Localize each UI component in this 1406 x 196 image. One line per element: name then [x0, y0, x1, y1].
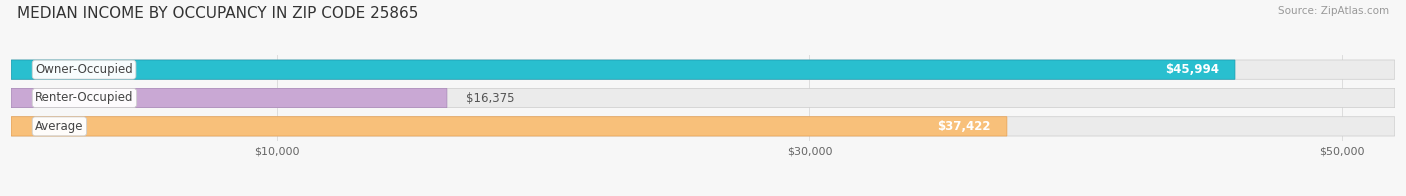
FancyBboxPatch shape — [11, 117, 1395, 136]
FancyBboxPatch shape — [11, 60, 1395, 79]
Text: $16,375: $16,375 — [465, 92, 515, 104]
FancyBboxPatch shape — [11, 60, 1234, 79]
Text: Source: ZipAtlas.com: Source: ZipAtlas.com — [1278, 6, 1389, 16]
Text: MEDIAN INCOME BY OCCUPANCY IN ZIP CODE 25865: MEDIAN INCOME BY OCCUPANCY IN ZIP CODE 2… — [17, 6, 418, 21]
Text: $37,422: $37,422 — [938, 120, 991, 133]
Text: Renter-Occupied: Renter-Occupied — [35, 92, 134, 104]
FancyBboxPatch shape — [11, 88, 1395, 108]
FancyBboxPatch shape — [11, 117, 1007, 136]
FancyBboxPatch shape — [11, 88, 447, 108]
Text: Average: Average — [35, 120, 84, 133]
Text: Owner-Occupied: Owner-Occupied — [35, 63, 134, 76]
Text: $45,994: $45,994 — [1166, 63, 1219, 76]
